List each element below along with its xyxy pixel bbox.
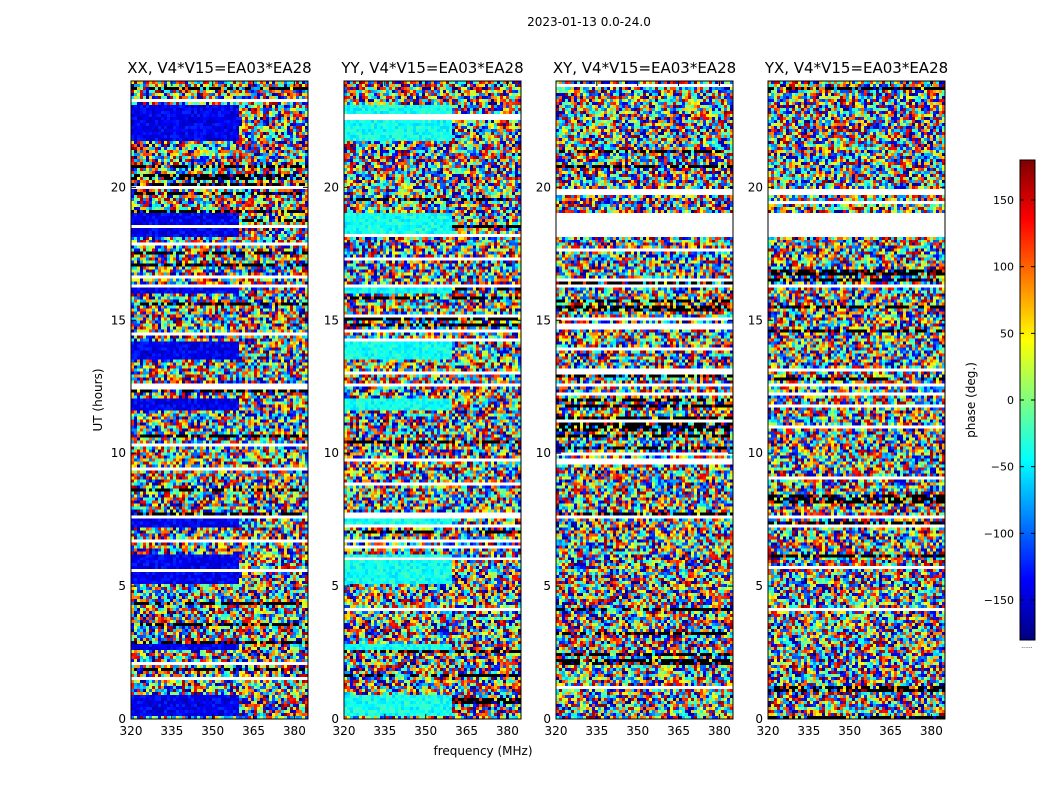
y-tick-label: 5 (118, 579, 126, 593)
heatmap-image (131, 81, 308, 719)
panel-title: XY, V4*V15=EA03*EA28 (553, 59, 736, 77)
colorbar-tick-label: 150 (993, 194, 1014, 207)
heatmap-raster (556, 81, 733, 719)
y-tick-label: 20 (748, 180, 763, 194)
y-tick-label: 15 (324, 313, 339, 327)
panel-frame (130, 80, 309, 720)
y-tick-label: 0 (331, 712, 339, 726)
y-tick-label: 0 (755, 712, 763, 726)
x-tick-label: 380 (708, 724, 731, 738)
panel-title: YX, V4*V15=EA03*EA28 (764, 59, 948, 77)
colorbar-tick-label: 0 (1007, 394, 1014, 407)
x-tick-label: 320 (333, 724, 356, 738)
x-tick-label: 320 (757, 724, 780, 738)
colorbar-tick-label: −150 (984, 594, 1014, 607)
heatmap-image (344, 81, 521, 719)
panel-yx: YX, V4*V15=EA03*EA28 320 335 350 365 380 0 5 10 1… (748, 59, 948, 738)
colorbar-tick-label: 100 (993, 261, 1014, 274)
y-axis-label: UT (hours) (91, 368, 105, 431)
x-tick-label: 365 (455, 724, 478, 738)
x-tick-label: 365 (879, 724, 902, 738)
y-tick-label: 10 (748, 446, 763, 460)
heatmap-raster (131, 81, 308, 719)
x-tick-label: 350 (838, 724, 861, 738)
heatmap-image (768, 81, 945, 719)
x-tick-label: 320 (545, 724, 568, 738)
y-tick-label: 20 (536, 180, 551, 194)
colorbar-label: phase (deg.) (964, 362, 978, 438)
panel-title: YY, V4*V15=EA03*EA28 (340, 59, 523, 77)
colorbar-tick-label: −50 (991, 461, 1014, 474)
panel-frame (767, 80, 946, 720)
colorbar-ticks: 150 100 50 0 −50 −100 −150 (984, 194, 1035, 607)
y-tick-label: 15 (111, 313, 126, 327)
colorbar-tick-label: 50 (1000, 327, 1014, 340)
panel-yy: YY, V4*V15=EA03*EA28 320 335 350 365 380 0 5 10 1… (324, 59, 524, 738)
heatmap-image (556, 81, 733, 719)
y-tick-label: 5 (543, 579, 551, 593)
x-tick-label: 320 (120, 724, 143, 738)
y-tick-label: 0 (543, 712, 551, 726)
heatmap-raster (768, 81, 945, 719)
panel-frame (343, 80, 522, 720)
y-tick-label: 5 (755, 579, 763, 593)
y-tick-label: 20 (111, 180, 126, 194)
x-tick-label: 365 (242, 724, 265, 738)
colorbar-footer: ...... (1021, 643, 1033, 650)
x-tick-label: 350 (626, 724, 649, 738)
x-tick-label: 335 (160, 724, 183, 738)
x-tick-label: 380 (283, 724, 306, 738)
y-tick-label: 10 (536, 446, 551, 460)
x-tick-label: 380 (920, 724, 943, 738)
y-tick-label: 10 (324, 446, 339, 460)
y-tick-label: 20 (324, 180, 339, 194)
x-tick-label: 335 (585, 724, 608, 738)
x-tick-label: 335 (373, 724, 396, 738)
x-tick-label: 335 (797, 724, 820, 738)
x-tick-label: 365 (667, 724, 690, 738)
colorbar-tick-label: −100 (984, 527, 1014, 540)
x-tick-label: 350 (201, 724, 224, 738)
colorbar: 150 100 50 0 −50 −100 −150 phase (deg.) ...... (964, 159, 1036, 650)
panel-title: XX, V4*V15=EA03*EA28 (127, 59, 311, 77)
y-tick-label: 15 (748, 313, 763, 327)
y-tick-label: 10 (111, 446, 126, 460)
y-tick-label: 0 (118, 712, 126, 726)
x-tick-label: 350 (414, 724, 437, 738)
panel-xy: XY, V4*V15=EA03*EA28 320 335 350 365 380 0 5 10 1… (536, 59, 736, 738)
x-axis-label: frequency (MHz) (433, 744, 532, 758)
panel-xx: XX, V4*V15=EA03*EA28 320 335 350 365 380 0 5 10 1… (111, 59, 312, 738)
figure-suptitle: 2023-01-13 0.0-24.0 (527, 15, 651, 29)
heatmap-raster (344, 81, 521, 719)
y-tick-label: 15 (536, 313, 551, 327)
y-tick-label: 5 (331, 579, 339, 593)
panel-frame (555, 80, 734, 720)
x-tick-label: 380 (496, 724, 519, 738)
